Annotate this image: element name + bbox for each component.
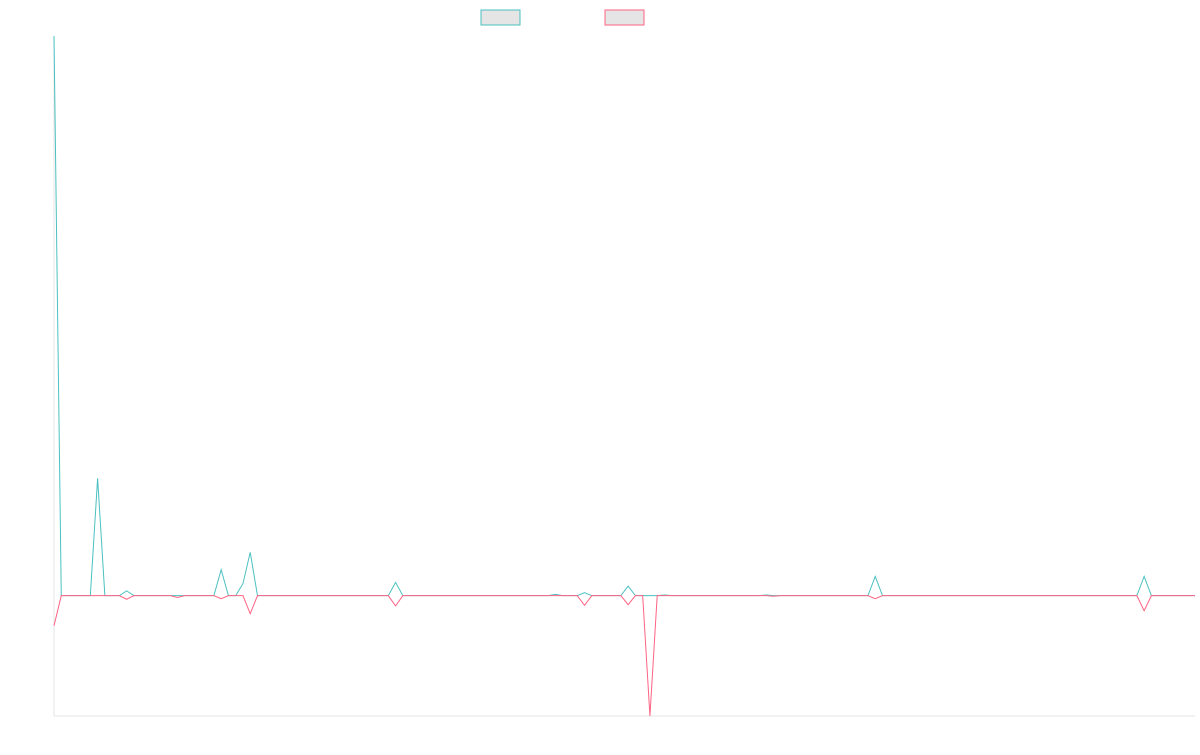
series-line-1	[53, 35, 1195, 597]
series-layer	[53, 35, 1195, 717]
legend-item-2[interactable]	[604, 9, 645, 26]
legend[interactable]	[480, 9, 645, 26]
legend-swatch-1[interactable]	[480, 9, 521, 26]
chart-axes	[53, 36, 1195, 717]
legend-item-1[interactable]	[480, 9, 521, 26]
series-line-2	[53, 595, 1195, 717]
legend-swatch-2[interactable]	[604, 9, 645, 26]
